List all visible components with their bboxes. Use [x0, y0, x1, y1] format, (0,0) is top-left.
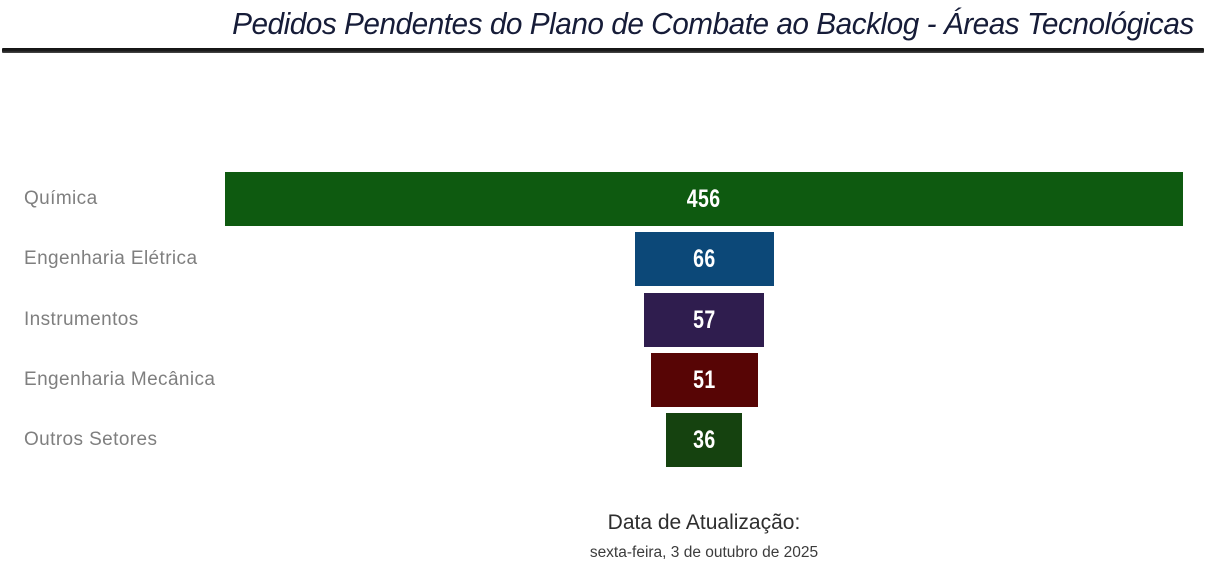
- funnel-row: Instrumentos 57: [0, 293, 1206, 347]
- value-label: 51: [692, 365, 716, 394]
- funnel-bar[interactable]: 51: [650, 353, 758, 407]
- category-label: Outros Setores: [24, 429, 158, 450]
- value-label: 66: [692, 244, 716, 273]
- funnel-bar[interactable]: 456: [225, 172, 1183, 226]
- value-label: 57: [692, 305, 716, 334]
- funnel-bar[interactable]: 57: [644, 293, 764, 347]
- update-date-block: Data de Atualização: sexta-feira, 3 de o…: [454, 511, 954, 562]
- funnel-row: Engenharia Mecânica 51: [0, 353, 1206, 407]
- funnel-chart: Química 456 Engenharia Elétrica 66 Instr…: [0, 172, 1206, 467]
- update-date-value: sexta-feira, 3 de outubro de 2025: [589, 544, 819, 561]
- category-label: Engenharia Elétrica: [24, 248, 198, 269]
- value-label: 456: [687, 184, 721, 213]
- funnel-bar[interactable]: 66: [634, 232, 774, 286]
- category-label: Instrumentos: [24, 309, 139, 330]
- update-date-label: Data de Atualização:: [607, 511, 801, 534]
- category-label: Química: [24, 188, 98, 209]
- value-label: 36: [692, 425, 716, 454]
- category-label: Engenharia Mecânica: [24, 369, 216, 390]
- funnel-bar[interactable]: 36: [666, 413, 742, 467]
- page-title: Pedidos Pendentes do Plano de Combate ao…: [232, 6, 1194, 41]
- funnel-row: Engenharia Elétrica 66: [0, 232, 1206, 286]
- title-divider: [2, 48, 1204, 53]
- funnel-row: Química 456: [0, 172, 1206, 226]
- title-bar: Pedidos Pendentes do Plano de Combate ao…: [0, 6, 1194, 42]
- funnel-row: Outros Setores 36: [0, 413, 1206, 467]
